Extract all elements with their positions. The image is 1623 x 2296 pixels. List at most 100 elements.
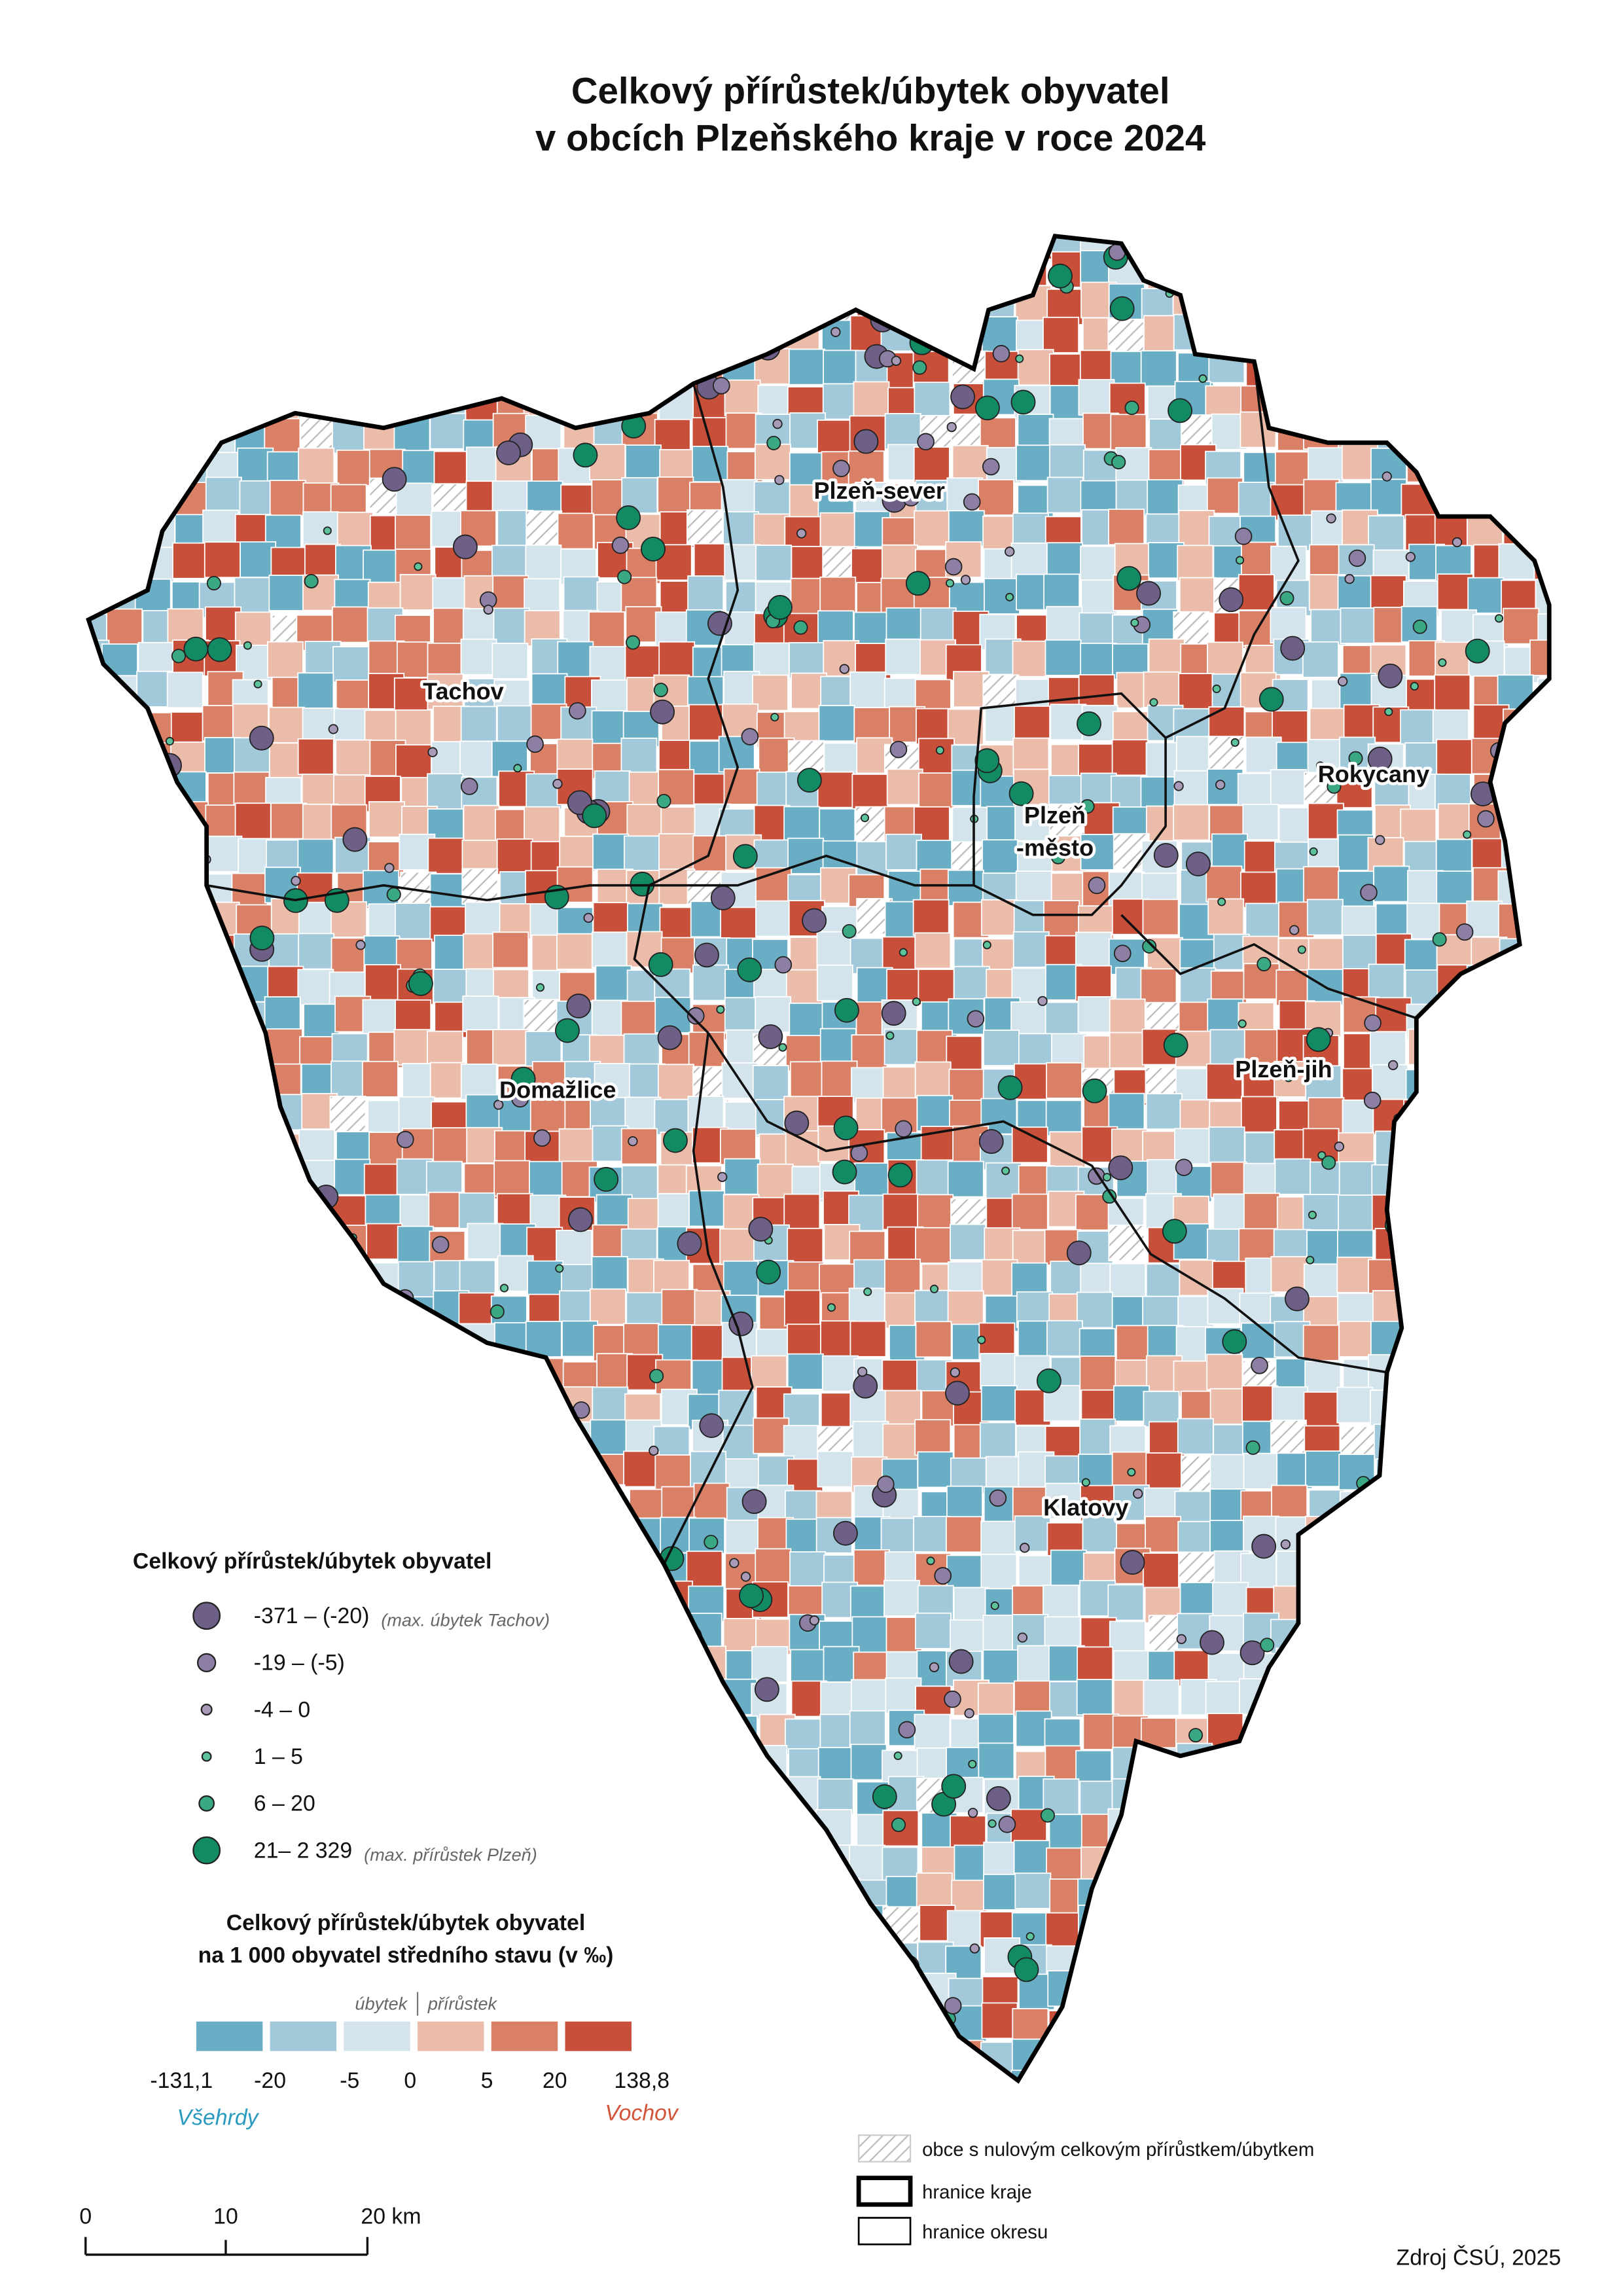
dot — [175, 884, 187, 894]
dot — [1036, 1368, 1061, 1393]
dot — [1260, 1638, 1275, 1653]
municipality — [169, 1227, 207, 1264]
municipality — [329, 1096, 366, 1133]
municipality — [1375, 903, 1412, 940]
municipality — [1211, 1745, 1248, 1782]
municipality — [563, 1456, 600, 1493]
dot — [677, 1231, 702, 1256]
municipality — [1497, 479, 1534, 516]
dot — [212, 1257, 223, 1268]
municipality — [946, 1485, 983, 1522]
municipality — [657, 1324, 694, 1361]
municipality — [755, 1842, 792, 1880]
municipality — [1468, 1712, 1505, 1749]
municipality — [1340, 1840, 1378, 1877]
municipality — [592, 1386, 629, 1424]
dot — [978, 1129, 1004, 1155]
municipality — [558, 257, 595, 294]
dot — [886, 1966, 912, 1992]
municipality — [1401, 1912, 1438, 1948]
municipality — [1498, 543, 1535, 580]
dot — [649, 1369, 664, 1384]
municipality — [1109, 1031, 1146, 1069]
municipality — [562, 1715, 599, 1751]
municipality — [203, 970, 240, 1007]
dot — [1113, 944, 1132, 962]
dot — [1405, 552, 1416, 562]
municipality — [272, 1360, 309, 1397]
municipality — [433, 1650, 470, 1687]
municipality — [1011, 1193, 1048, 1230]
municipality — [1014, 1872, 1052, 1909]
dot — [384, 863, 395, 873]
municipality — [885, 638, 922, 675]
dot — [297, 1880, 315, 1897]
dot — [649, 1445, 659, 1456]
municipality — [395, 744, 432, 781]
dot — [1327, 1672, 1338, 1682]
municipality — [660, 1876, 698, 1914]
municipality — [1111, 898, 1149, 935]
municipality — [1440, 2068, 1478, 2081]
municipality — [1207, 1287, 1244, 1325]
municipality — [1306, 2070, 1344, 2081]
municipality — [1501, 1388, 1538, 1425]
municipality — [1340, 1745, 1378, 1782]
municipality — [88, 516, 110, 553]
municipality — [1531, 1519, 1550, 1556]
municipality — [623, 835, 660, 872]
municipality — [1466, 314, 1503, 351]
municipality — [661, 1486, 698, 1523]
municipality — [1466, 1035, 1503, 1072]
municipality — [688, 1190, 726, 1227]
municipality — [141, 1324, 179, 1361]
municipality — [561, 384, 598, 422]
municipality — [334, 1681, 372, 1719]
dot — [754, 1677, 779, 1702]
municipality — [1309, 1555, 1346, 1592]
dot — [784, 1110, 810, 1136]
municipality — [1401, 1322, 1438, 1359]
municipality — [1440, 1683, 1477, 1721]
municipality — [88, 314, 113, 351]
dot — [772, 419, 783, 429]
municipality — [493, 1454, 530, 1492]
municipality — [491, 1775, 529, 1812]
dot — [1432, 932, 1447, 947]
municipality — [1470, 1225, 1507, 1263]
municipality — [299, 317, 336, 354]
municipality — [1338, 1584, 1376, 1621]
municipality — [1533, 477, 1550, 514]
municipality — [591, 1256, 628, 1293]
dot — [1268, 1993, 1277, 2002]
municipality — [1304, 236, 1341, 260]
municipality — [950, 1223, 987, 1261]
municipality — [1076, 1679, 1113, 1716]
municipality — [399, 1744, 436, 1781]
municipality — [1529, 1486, 1550, 1523]
municipality — [1503, 1778, 1540, 1814]
dot — [179, 824, 197, 842]
dot — [1522, 461, 1540, 479]
municipality — [620, 1647, 658, 1685]
dot — [895, 1120, 912, 1138]
municipality — [622, 1906, 659, 1943]
municipality — [752, 1065, 789, 1102]
municipality — [562, 1320, 599, 1357]
municipality — [889, 2040, 926, 2077]
municipality — [788, 1906, 825, 1943]
dot — [253, 1163, 268, 1178]
municipality — [88, 1848, 107, 1885]
municipality — [1467, 253, 1505, 290]
municipality — [1207, 736, 1245, 773]
municipality — [1175, 2035, 1212, 2072]
municipality — [88, 1680, 114, 1717]
municipality — [529, 1388, 566, 1425]
municipality — [1310, 1844, 1347, 1882]
municipality — [427, 773, 464, 810]
municipality — [1044, 1001, 1082, 1039]
municipality — [1145, 1777, 1182, 1814]
municipality — [783, 1193, 821, 1230]
municipality — [429, 1490, 466, 1528]
municipality — [1179, 967, 1217, 1004]
